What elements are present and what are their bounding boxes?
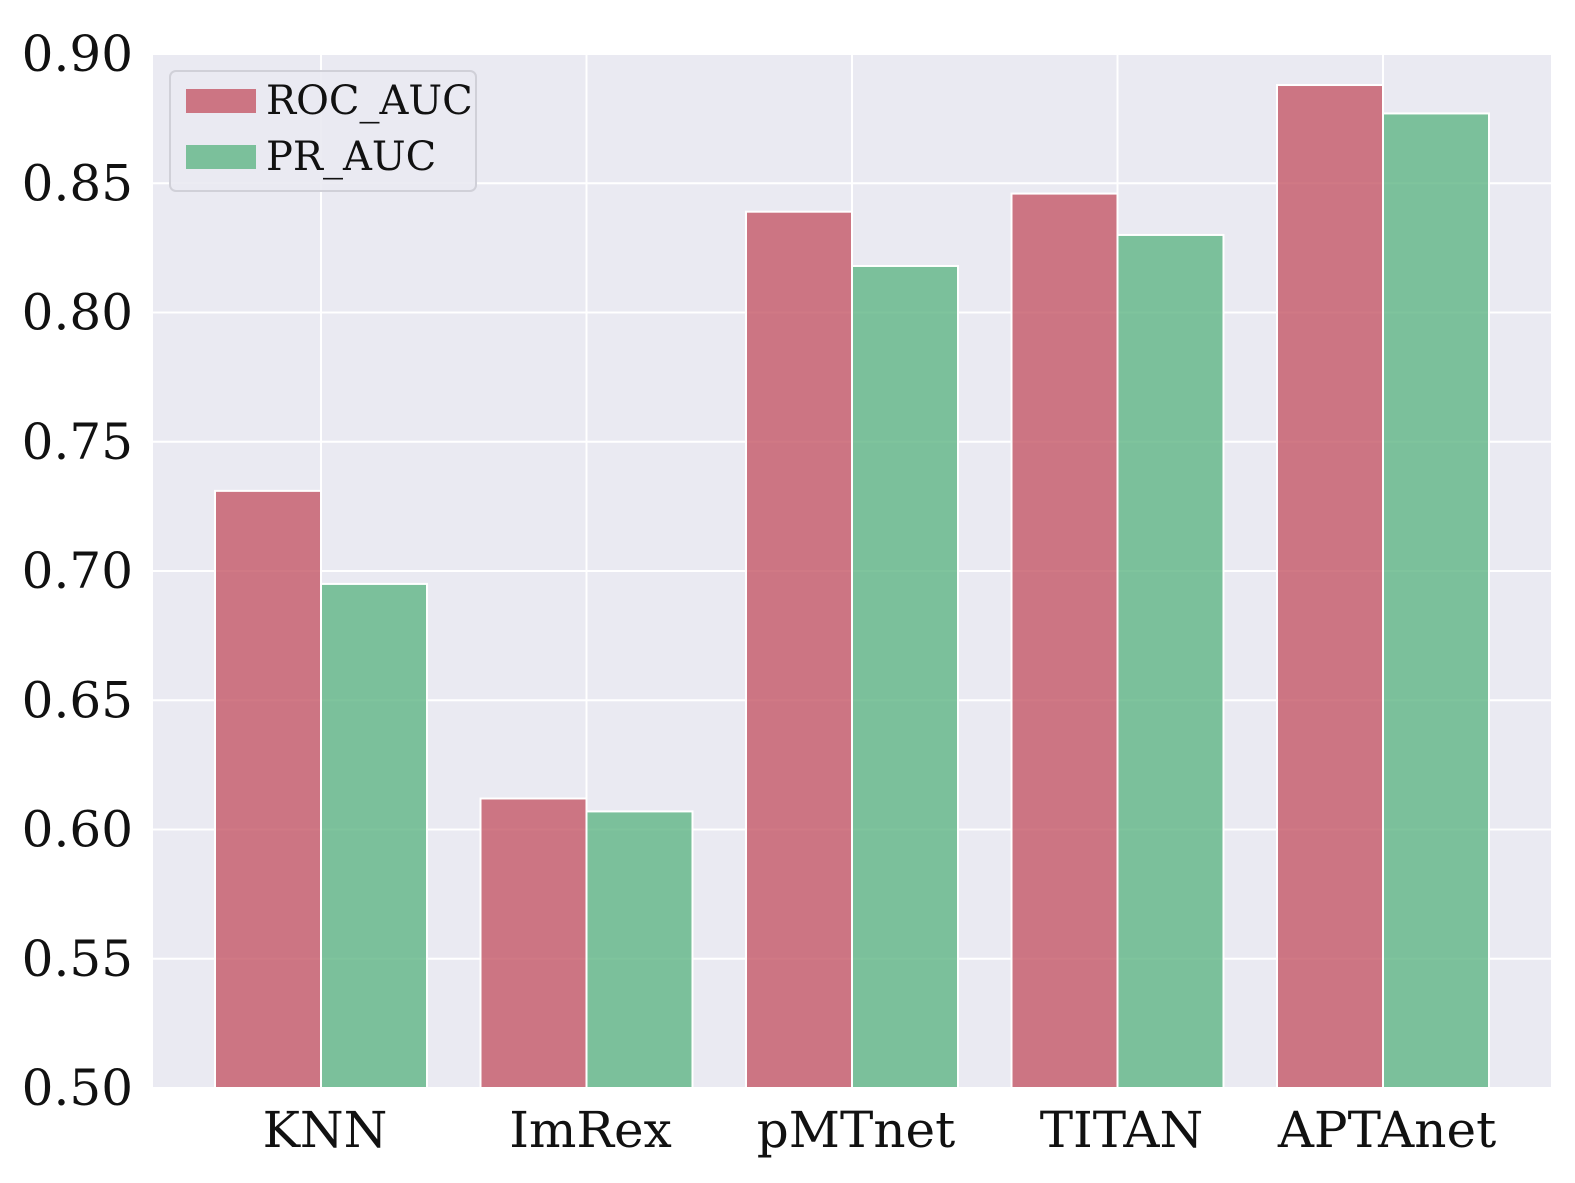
legend-swatch-roc-auc: [186, 89, 256, 113]
bar-roc-auc-titan: [1010, 192, 1119, 1089]
bar-pr-auc-pmtnet: [851, 264, 959, 1090]
y-tick-label: 0.85: [22, 154, 133, 212]
bar-pr-auc-titan: [1116, 233, 1225, 1089]
bar-roc-auc-aptanet: [1276, 84, 1384, 1089]
x-tick-label: pMTnet: [757, 1101, 955, 1159]
bar-pr-auc-knn: [320, 582, 428, 1089]
legend-swatch-pr-auc: [186, 145, 256, 169]
legend-label: ROC_AUC: [266, 78, 473, 124]
x-tick-label: KNN: [263, 1101, 388, 1159]
y-tick-label: 0.75: [22, 413, 133, 471]
y-tick-label: 0.55: [22, 930, 133, 988]
bar-pr-auc-aptanet: [1382, 112, 1490, 1089]
y-tick-label: 0.65: [22, 671, 133, 729]
bar-roc-auc-pmtnet: [745, 210, 853, 1089]
y-axis-tick-labels: 0.50 0.55 0.60 0.65 0.70 0.75 0.80 0.85 0.90: [22, 25, 133, 1117]
bar-roc-auc-imrex: [479, 797, 588, 1089]
y-tick-label: 0.70: [22, 542, 133, 600]
bar-roc-auc-knn: [214, 489, 322, 1089]
y-tick-label: 0.90: [22, 25, 133, 83]
x-tick-label: ImRex: [509, 1101, 672, 1159]
y-tick-label: 0.60: [22, 801, 133, 859]
legend: ROC_AUC PR_AUC: [169, 70, 477, 192]
x-tick-label: TITAN: [1040, 1101, 1204, 1159]
x-axis-tick-labels: KNN ImRex pMTnet TITAN APTAnet: [263, 1101, 1497, 1159]
bar-pr-auc-imrex: [585, 810, 694, 1090]
y-tick-label: 0.50: [22, 1059, 133, 1117]
legend-label: PR_AUC: [266, 134, 436, 180]
bars: [214, 84, 1490, 1090]
x-tick-label: APTAnet: [1277, 1101, 1496, 1159]
y-tick-label: 0.80: [22, 284, 133, 342]
